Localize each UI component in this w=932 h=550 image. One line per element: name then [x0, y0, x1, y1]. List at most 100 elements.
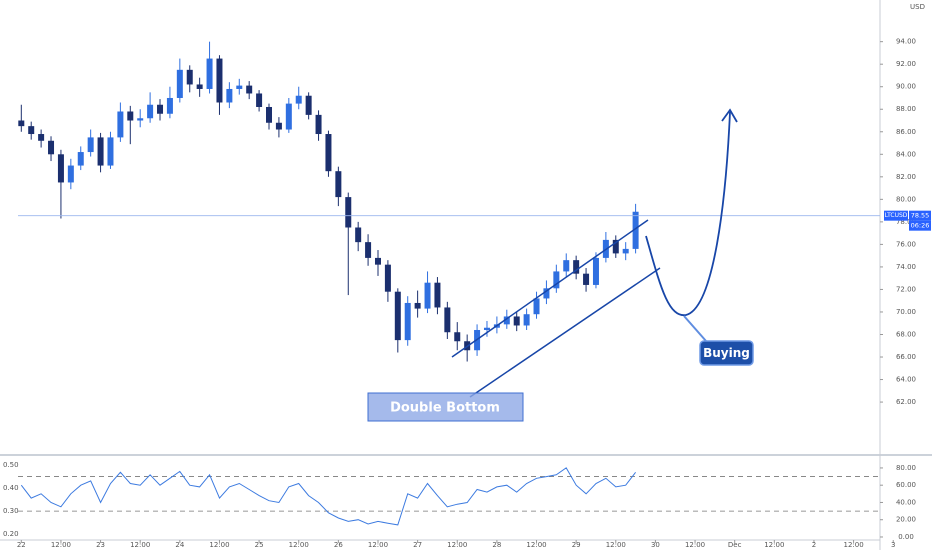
candle-body [533, 298, 540, 315]
y2-tick-label: 0.20 [3, 530, 19, 538]
candle-body [414, 302, 421, 309]
candle-body [573, 260, 580, 274]
countdown-label: 06:26 [911, 222, 930, 230]
y-tick-label: 84.00 [896, 150, 916, 158]
y-tick-label: 92.00 [896, 60, 916, 68]
candle-body [157, 104, 164, 114]
candle-body [355, 227, 362, 243]
y-tick-label: 80.00 [896, 195, 916, 203]
candle-body [424, 282, 431, 309]
candle-body [216, 58, 223, 103]
projection-curve [645, 111, 731, 316]
price-tag [909, 210, 931, 221]
candle-body [404, 302, 411, 341]
candle-body [107, 137, 114, 166]
candle-body [523, 314, 530, 326]
y2-tick-label: 0.40 [3, 484, 19, 492]
x-tick-label: 22 [17, 541, 26, 549]
oscillator-line [20, 467, 636, 526]
candle-body [97, 137, 104, 166]
candle-body [236, 85, 243, 89]
candle-body [127, 111, 134, 121]
double-bottom-box [367, 392, 524, 422]
y-tick-label: 80.00 [896, 464, 916, 472]
y-tick-label: 40.00 [896, 498, 916, 506]
y-tick-label: 68.00 [896, 330, 916, 338]
candle-body [38, 134, 45, 141]
candle-body [374, 257, 381, 265]
candle-body [563, 260, 570, 272]
candle-body [384, 264, 391, 292]
x-tick-label: 12:00 [51, 541, 71, 549]
y2-tick-label: 0.50 [3, 461, 19, 469]
candle-body [335, 171, 342, 198]
price-tag-label: 78.55 [911, 212, 930, 220]
candle-body [592, 257, 599, 285]
x-tick-label: 29 [572, 541, 581, 549]
x-tick-label: 12:00 [606, 541, 626, 549]
candle-body [87, 137, 94, 153]
buying-label: Buying [703, 346, 750, 360]
candle-body [48, 140, 55, 155]
x-tick-label: 12:00 [843, 541, 863, 549]
candle-body [226, 88, 233, 103]
x-tick-label: 30 [651, 541, 660, 549]
symbol-tag [884, 210, 908, 221]
candle-body [454, 332, 461, 342]
candle-body [166, 97, 173, 114]
y-tick-label: 74.00 [896, 263, 916, 271]
x-tick-label: 3 [891, 541, 895, 549]
y-tick-label: 64.00 [896, 376, 916, 384]
symbol-tag-label: LTCUSD [885, 212, 908, 219]
y-tick-label: 60.00 [896, 481, 916, 489]
y-tick-label: 76.00 [896, 240, 916, 248]
candle-body [295, 95, 302, 104]
x-tick-label: 23 [96, 541, 105, 549]
x-tick-label: 12:00 [526, 541, 546, 549]
y-tick-label: 62.00 [896, 398, 916, 406]
channel-lower [469, 267, 661, 398]
y-tick-label: 72.00 [896, 285, 916, 293]
x-tick-label: 25 [255, 541, 264, 549]
candle-body [394, 291, 401, 341]
x-tick-label: 12:00 [368, 541, 388, 549]
y-tick-label: 90.00 [896, 83, 916, 91]
y-tick-label: 82.00 [896, 173, 916, 181]
candle-body [315, 114, 322, 135]
candle-body [285, 103, 292, 130]
x-tick-label: 12:00 [289, 541, 309, 549]
y-tick-label: 0.00 [898, 533, 914, 541]
price-panel: 62.00 64.00 66.00 68.00 70.00 72.00 74.00 76.00… [17, 38, 931, 549]
x-tick-label: 12:00 [447, 541, 467, 549]
x-tick-label: Dec [728, 541, 742, 549]
countdown-tag [909, 220, 931, 231]
candle-body [67, 165, 74, 183]
candle-body [543, 288, 550, 299]
candle-body [325, 134, 332, 172]
candle-body [147, 104, 154, 119]
candle-body [176, 69, 183, 98]
candle-body [632, 211, 639, 249]
candle-body [57, 154, 64, 183]
x-tick-label: 12:00 [130, 541, 150, 549]
candle-body [18, 120, 25, 127]
x-tick-label: 12:00 [685, 541, 705, 549]
candle-body [305, 95, 312, 115]
y-tick-label: 66.00 [896, 353, 916, 361]
candle-body [483, 327, 490, 330]
x-tick-label: 12:00 [209, 541, 229, 549]
x-tick-label: 12:00 [764, 541, 784, 549]
x-tick-label: 26 [334, 541, 343, 549]
candle-body [553, 271, 560, 289]
y-tick-label: 94.00 [896, 38, 916, 46]
candle-body [365, 242, 372, 258]
candle-body [117, 111, 124, 138]
y-tick-label: 86.00 [896, 128, 916, 136]
candle-body [444, 307, 451, 333]
candle-body [434, 282, 441, 308]
buying-callout [699, 340, 754, 366]
candle-body [256, 93, 263, 107]
candle-body [275, 122, 282, 130]
